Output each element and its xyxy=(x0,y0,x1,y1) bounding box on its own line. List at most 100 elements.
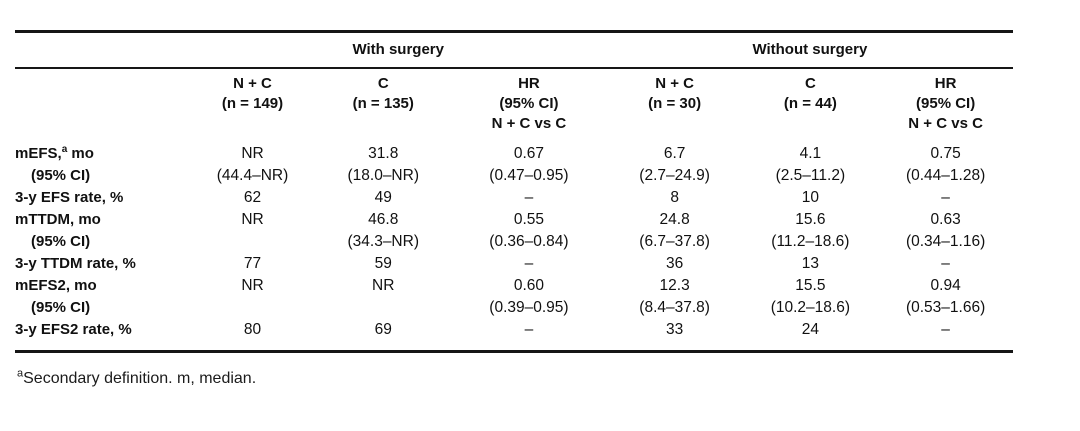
table-cell: 13 xyxy=(801,255,819,272)
table-cell: 0.67 xyxy=(513,145,545,162)
outcomes-table-container: With surgery Without surgery N + C (n = … xyxy=(15,30,1013,353)
table-cell: (0.36–0.84) xyxy=(489,233,569,250)
table-row-mttdm: mTTDM, mo NR 46.8 0.55 24.8 15.6 0.63 xyxy=(15,209,1013,231)
table-cell: 0.75 xyxy=(930,145,961,162)
table-cell: 24.8 xyxy=(659,211,690,228)
column-header-spacer xyxy=(15,68,190,137)
table-cell: 36 xyxy=(666,255,684,272)
table-cell: 33 xyxy=(666,321,684,338)
table-row-efs-rate: 3-y EFS rate, % 62 49 – 8 10 – xyxy=(15,187,1013,209)
table-cell: 0.55 xyxy=(513,211,545,228)
table-cell: (0.44–1.28) xyxy=(905,167,986,184)
table-cell: NR xyxy=(241,145,264,162)
row-label: mEFS2, mo xyxy=(15,277,97,294)
row-label: 3-y EFS rate, % xyxy=(15,189,124,206)
table-row-mefs: mEFS,a mo NR 31.8 0.67 6.7 4.1 0.75 xyxy=(15,137,1013,165)
table-cell: – xyxy=(941,255,950,272)
row-label: (95% CI) xyxy=(31,167,91,184)
row-label-text: mEFS, xyxy=(15,145,62,162)
row-label: (95% CI) xyxy=(31,299,91,316)
table-cell: 6.7 xyxy=(663,145,686,162)
footnote-superscript: a xyxy=(17,367,24,380)
table-cell: 15.6 xyxy=(795,211,826,228)
column-header-c-with: C (n = 135) xyxy=(315,68,451,137)
outcomes-table: With surgery Without surgery N + C (n = … xyxy=(15,30,1013,353)
table-cell: (18.0–NR) xyxy=(347,167,419,184)
column-header-line: N + C vs C xyxy=(491,115,567,132)
table-cell: 59 xyxy=(374,255,392,272)
table-cell: 15.5 xyxy=(795,277,826,294)
row-label: 3-y TTDM rate, % xyxy=(15,255,136,272)
row-label: mEFS,a mo xyxy=(15,137,190,165)
row-label: mTTDM, mo xyxy=(15,211,101,228)
table-cell: 69 xyxy=(374,321,392,338)
group-header-with-surgery: With surgery xyxy=(189,31,607,69)
column-header-line: N + C xyxy=(233,75,272,92)
group-header-without-surgery: Without surgery xyxy=(606,31,1013,69)
column-header-line: HR xyxy=(518,75,540,92)
group-header-spacer xyxy=(15,31,190,69)
table-cell: (44.4–NR) xyxy=(216,167,289,184)
column-header-line: (n = 44) xyxy=(783,95,837,112)
column-header-c-without: C (n = 44) xyxy=(743,68,879,137)
table-cell: (10.2–18.6) xyxy=(770,299,850,316)
column-header-line: C xyxy=(377,75,389,92)
column-header-line: N + C xyxy=(655,75,695,92)
table-row-mefs2-ci: (95% CI) (0.39–0.95) (8.4–37.8) (10.2–18… xyxy=(15,297,1013,319)
column-header-line: (n = 149) xyxy=(221,95,284,112)
table-cell: 0.63 xyxy=(930,211,961,228)
table-cell xyxy=(190,231,316,253)
column-header-nc-without: N + C (n = 30) xyxy=(607,68,743,137)
column-header-line: (n = 30) xyxy=(648,95,702,112)
column-header-line: (95% CI) xyxy=(499,95,559,112)
column-header-line: N + C vs C xyxy=(908,115,983,132)
table-cell: (2.7–24.9) xyxy=(639,167,710,184)
footnote-text: Secondary definition. m, median. xyxy=(23,370,257,387)
table-cell: (8.4–37.8) xyxy=(639,299,710,316)
table-cell: 62 xyxy=(243,189,262,206)
table-row-efs2-rate: 3-y EFS2 rate, % 80 69 – 33 24 – xyxy=(15,319,1013,352)
table-cell: – xyxy=(524,321,534,338)
table-cell: (34.3–NR) xyxy=(347,233,419,250)
table-cell: 0.94 xyxy=(930,277,961,294)
table-cell: 12.3 xyxy=(659,277,690,294)
column-header-row: N + C (n = 149) C (n = 135) HR (95% CI) … xyxy=(15,68,1013,137)
footnote: aSecondary definition. m, median. xyxy=(17,368,256,390)
table-cell xyxy=(315,297,451,319)
column-header-line: (95% CI) xyxy=(916,95,976,112)
column-header-line: (n = 135) xyxy=(352,95,414,112)
table-row-mttdm-ci: (95% CI) (34.3–NR) (0.36–0.84) (6.7–37.8… xyxy=(15,231,1013,253)
table-cell: NR xyxy=(241,211,264,228)
group-header-row: With surgery Without surgery xyxy=(15,31,1013,69)
column-header-hr-with: HR (95% CI) N + C vs C xyxy=(451,68,607,137)
table-cell: 4.1 xyxy=(799,145,822,162)
table-cell: – xyxy=(941,189,950,206)
column-header-line: HR xyxy=(934,75,957,92)
table-cell xyxy=(190,297,316,319)
table-cell: (0.34–1.16) xyxy=(905,233,986,250)
table-cell: (0.47–0.95) xyxy=(489,167,569,184)
table-cell: (0.53–1.66) xyxy=(905,299,986,316)
table-cell: – xyxy=(524,189,534,206)
table-cell: NR xyxy=(372,277,395,294)
table-cell: 10 xyxy=(801,189,819,206)
row-label: (95% CI) xyxy=(31,233,91,250)
table-cell: 80 xyxy=(243,321,262,338)
column-header-hr-without: HR (95% CI) N + C vs C xyxy=(878,68,1013,137)
table-cell: 31.8 xyxy=(368,145,399,162)
table-row-mefs-ci: (95% CI) (44.4–NR) (18.0–NR) (0.47–0.95)… xyxy=(15,165,1013,187)
table-cell: 0.60 xyxy=(513,277,545,294)
row-label: 3-y EFS2 rate, % xyxy=(15,321,132,338)
table-cell: 8 xyxy=(670,189,679,206)
column-header-line: C xyxy=(804,75,816,92)
table-cell: 46.8 xyxy=(368,211,399,228)
table-cell: (6.7–37.8) xyxy=(639,233,710,250)
table-cell: 49 xyxy=(374,189,392,206)
table-cell: 24 xyxy=(801,321,819,338)
table-row-mefs2: mEFS2, mo NR NR 0.60 12.3 15.5 0.94 xyxy=(15,275,1013,297)
row-label-text: mo xyxy=(67,145,94,162)
table-cell: 77 xyxy=(243,255,262,272)
footnote-marker: a xyxy=(61,144,68,155)
table-cell: – xyxy=(941,321,950,338)
table-row-ttdm-rate: 3-y TTDM rate, % 77 59 – 36 13 – xyxy=(15,253,1013,275)
